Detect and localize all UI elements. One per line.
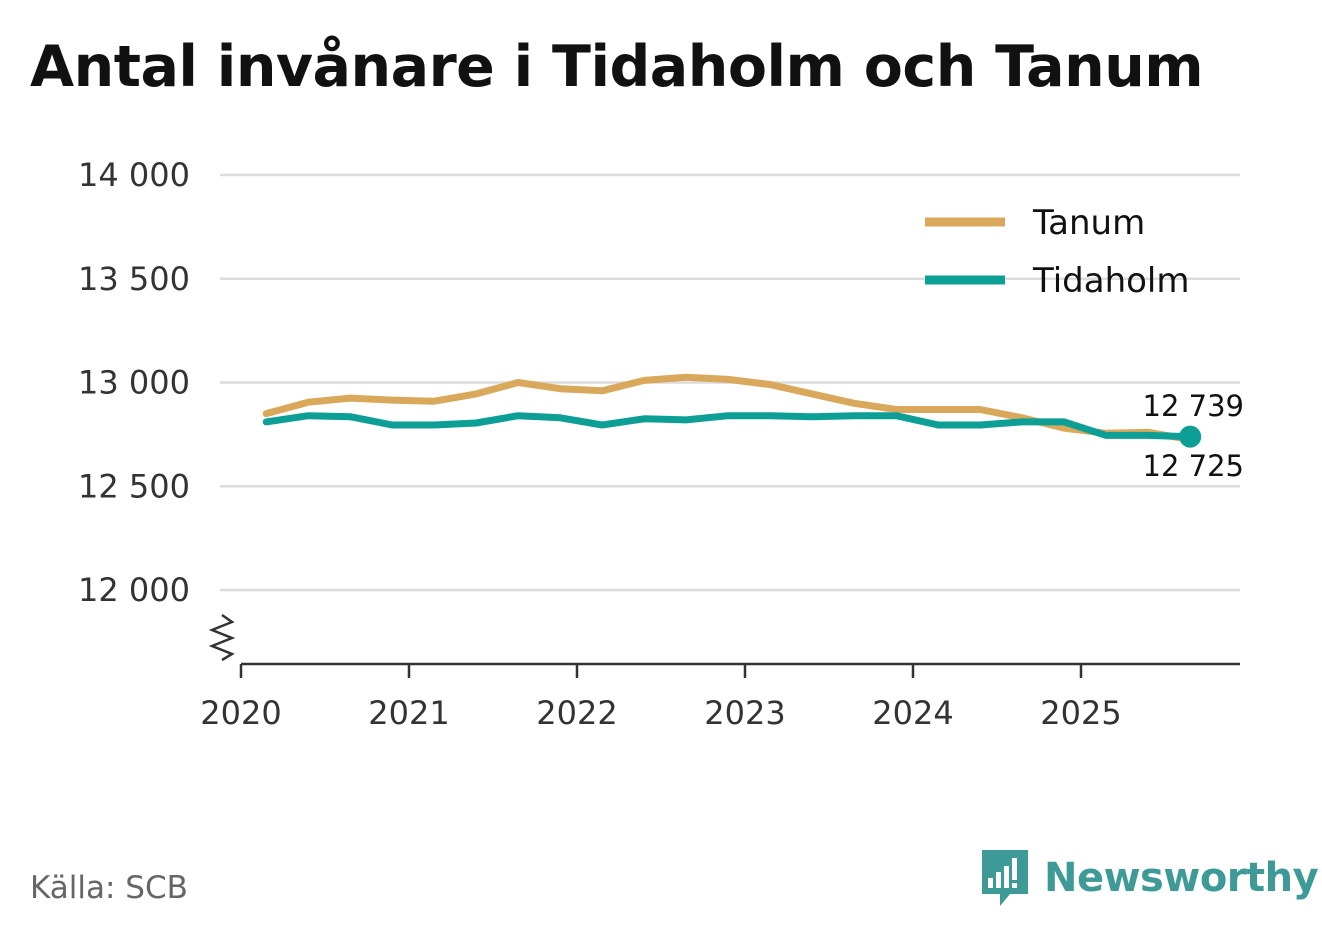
x-tick-label: 2021 bbox=[368, 694, 449, 732]
x-tick-label: 2024 bbox=[872, 694, 953, 732]
newsworthy-chart-bubble-icon bbox=[982, 850, 1028, 906]
axis-break-mark bbox=[208, 613, 236, 662]
x-tick-label: 2025 bbox=[1040, 694, 1121, 732]
legend: Tanum Tidaholm bbox=[925, 203, 1190, 301]
end-label-lower: 12 725 bbox=[1143, 449, 1244, 483]
series-line-tidaholm bbox=[262, 412, 1194, 441]
series-line-tanum bbox=[262, 373, 1194, 444]
x-axis bbox=[208, 613, 1240, 666]
y-tick-label: 13 000 bbox=[78, 364, 190, 402]
x-axis-tick-labels: 2020 2021 2022 2023 2024 2025 bbox=[200, 664, 1122, 732]
y-tick-label: 13 500 bbox=[78, 260, 190, 298]
brand-name: Newsworthy bbox=[1044, 855, 1319, 901]
y-axis-tick-labels: 12 000 12 500 13 000 13 500 14 000 bbox=[78, 156, 190, 609]
source-note: Källa: SCB bbox=[30, 870, 188, 906]
y-tick-label: 12 000 bbox=[78, 571, 190, 609]
x-tick-label: 2023 bbox=[704, 694, 785, 732]
series-endpoint-marker bbox=[1179, 425, 1202, 448]
legend-label: Tidaholm bbox=[1032, 261, 1190, 301]
chart-title: Antal invånare i Tidaholm och Tanum bbox=[30, 34, 1204, 100]
end-value-labels: 12 739 12 725 bbox=[1143, 389, 1244, 483]
y-tick-label: 14 000 bbox=[78, 156, 190, 194]
x-tick-label: 2022 bbox=[536, 694, 617, 732]
brand-logo: Newsworthy bbox=[980, 848, 1319, 908]
y-tick-label: 12 500 bbox=[78, 467, 190, 505]
series-lines bbox=[262, 373, 1202, 448]
x-tick-label: 2020 bbox=[200, 694, 281, 732]
end-label-upper: 12 739 bbox=[1143, 389, 1244, 423]
legend-label: Tanum bbox=[1032, 203, 1145, 243]
